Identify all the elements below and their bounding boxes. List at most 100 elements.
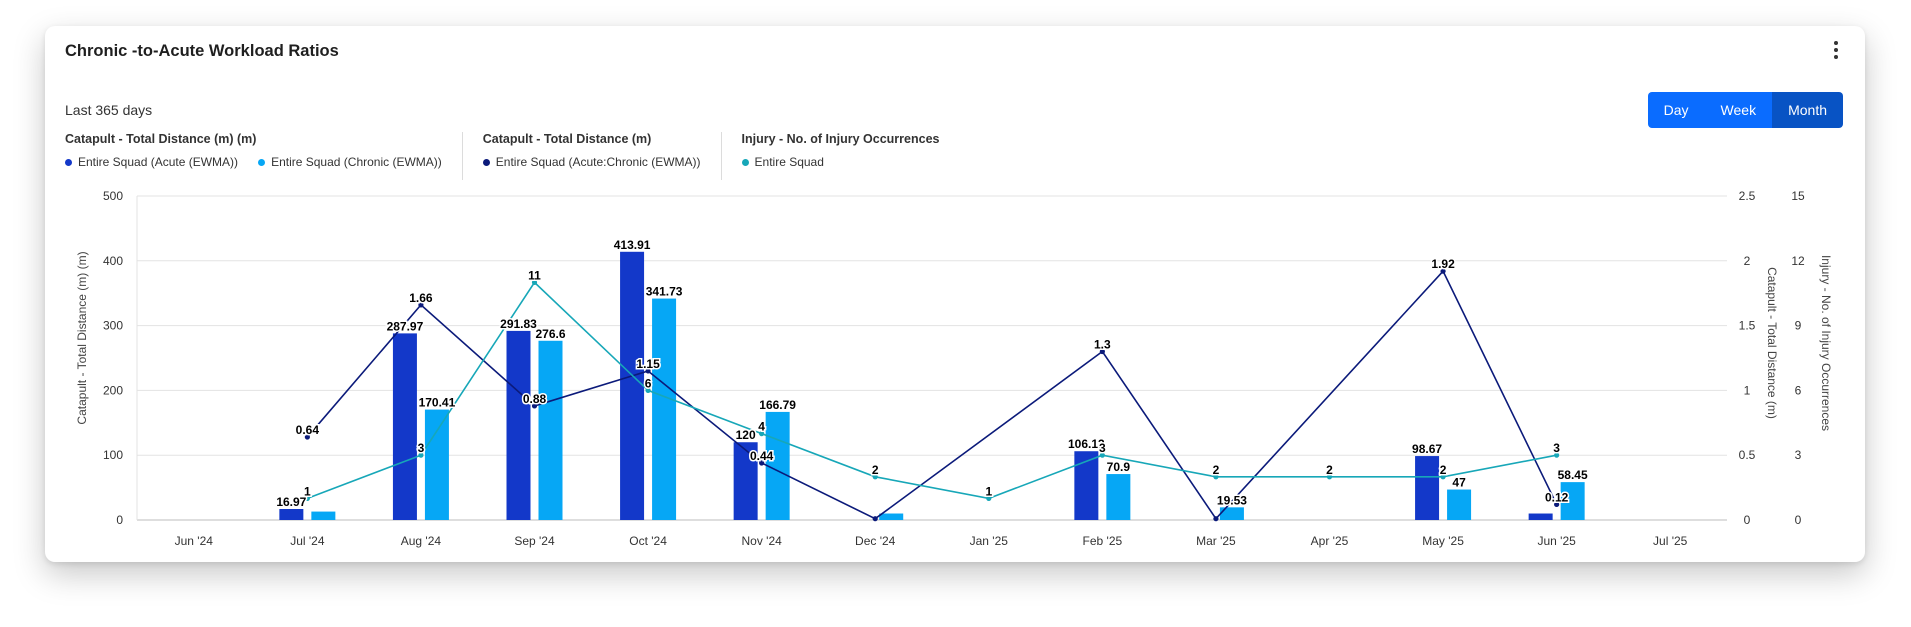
line-point	[645, 387, 651, 393]
period-toggle: Day Week Month	[1647, 92, 1843, 128]
y-left-tick-label: 0	[116, 513, 123, 527]
y-right1-axis-title: Catapult - Total Distance (m)	[1765, 267, 1779, 419]
bar-data-label: 413.91	[614, 238, 651, 252]
x-tick-label: Nov '24	[741, 534, 782, 548]
line-data-label: 1.92	[1431, 257, 1455, 271]
bar-chronic	[652, 298, 677, 520]
line-data-label: 1	[304, 484, 311, 498]
line-data-label: 11	[528, 268, 541, 282]
bar-data-label: 341.73	[646, 285, 683, 299]
legend-item-label: Entire Squad (Acute (EWMA))	[78, 155, 239, 169]
line-data-label: 3	[418, 441, 425, 455]
y-right2-axis-title: Injury - No. of Injury Occurrences	[1819, 255, 1833, 431]
bar-acute	[1074, 451, 1099, 520]
legend-group-title: Catapult - Total Distance (m)	[482, 132, 652, 146]
legend-item-ratio[interactable]: Entire Squad (Acute:Chronic (EWMA))	[482, 155, 701, 169]
y-left-tick-label: 300	[103, 319, 123, 333]
card-title: Chronic -to-Acute Workload Ratios	[65, 42, 339, 60]
bar-acute	[1528, 513, 1553, 520]
legend-group-ratio: Catapult - Total Distance (m) Entire Squ…	[482, 132, 722, 180]
bar-chronic	[879, 513, 904, 520]
line-point	[1440, 474, 1446, 480]
line-point	[1099, 348, 1105, 355]
y-right1-tick-label: 0	[1744, 513, 1751, 527]
bar-acute	[620, 251, 645, 520]
y-right1-tick-label: 1.5	[1739, 319, 1756, 333]
legend-group-injury: Injury - No. of Injury Occurrences Entir…	[741, 132, 960, 180]
more-options-icon[interactable]	[1829, 38, 1843, 64]
line-point	[1213, 516, 1219, 522]
bar-chronic	[1219, 507, 1244, 520]
line-point	[1326, 474, 1333, 480]
x-tick-label: Jun '24	[175, 534, 214, 548]
y-right2-tick-label: 12	[1791, 254, 1805, 268]
y-left-tick-label: 500	[103, 189, 123, 203]
bar-acute	[506, 330, 531, 520]
line-point	[759, 431, 765, 437]
bar-data-label: 70.9	[1107, 460, 1131, 474]
line-data-label: 1.3	[1094, 338, 1111, 352]
legend-item-acute[interactable]: Entire Squad (Acute (EWMA))	[65, 155, 238, 169]
line-data-label: 3	[1553, 441, 1560, 455]
chart-card: Chronic -to-Acute Workload Ratios Last 3…	[45, 26, 1865, 562]
line-data-label: 1.66	[409, 291, 433, 305]
line-data-label: 0.44	[750, 449, 774, 463]
line-data-label: 2	[1326, 463, 1333, 477]
bar-data-label: 276.6	[535, 327, 565, 341]
y-left-axis-title: Catapult - Total Distance (m) (m)	[75, 251, 89, 424]
line-data-label: 3	[1099, 441, 1106, 455]
line-point	[304, 434, 310, 440]
line-point	[1099, 452, 1105, 458]
line-point	[645, 368, 651, 374]
bar-data-label: 291.83	[500, 317, 537, 331]
period-day-button[interactable]: Day	[1647, 92, 1705, 128]
bar-data-label: 47	[1452, 476, 1466, 490]
period-month-button[interactable]: Month	[1772, 92, 1843, 128]
line-point	[759, 460, 765, 466]
bar-chronic	[765, 411, 790, 520]
line-point	[418, 302, 424, 308]
line-data-label: 0.64	[296, 423, 320, 437]
x-tick-label: Mar '25	[1196, 534, 1236, 548]
line-point	[1213, 474, 1219, 480]
x-tick-label: Feb '25	[1083, 534, 1123, 548]
line-data-label: 1.15	[636, 357, 660, 371]
bar-data-label: 287.97	[387, 319, 424, 333]
chart-legend: Catapult - Total Distance (m) (m) Entire…	[65, 132, 979, 180]
line-data-label: 1	[985, 484, 992, 498]
line-point	[1554, 501, 1560, 508]
line-point	[304, 495, 310, 501]
bar-data-label: 120	[736, 428, 756, 442]
bar-chronic	[1447, 489, 1472, 520]
y-right1-tick-label: 2	[1744, 254, 1751, 268]
legend-item-injury[interactable]: Entire Squad	[741, 155, 824, 169]
legend-item-label: Entire Squad	[754, 155, 824, 169]
line-point	[418, 452, 424, 458]
line-point	[872, 474, 878, 480]
legend-group-title: Injury - No. of Injury Occurrences	[741, 132, 940, 146]
y-right1-tick-label: 0.5	[1739, 448, 1756, 462]
bar-acute	[279, 509, 304, 520]
x-tick-label: Jul '24	[290, 534, 325, 548]
bar-chronic	[311, 511, 336, 520]
y-left-tick-label: 400	[103, 254, 123, 268]
bar-acute	[733, 442, 758, 520]
y-right1-tick-label: 2.5	[1739, 189, 1756, 203]
y-right2-tick-label: 6	[1795, 383, 1802, 397]
x-tick-label: May '25	[1422, 534, 1464, 548]
line-data-label: 4	[758, 420, 765, 434]
y-right2-tick-label: 9	[1795, 319, 1802, 333]
series-line-injury	[307, 281, 1557, 500]
bar-chronic	[538, 340, 563, 520]
period-week-button[interactable]: Week	[1704, 92, 1773, 128]
legend-item-label: Entire Squad (Acute:Chronic (EWMA))	[495, 155, 701, 169]
x-tick-label: Aug '24	[401, 534, 442, 548]
bar-acute	[392, 333, 417, 520]
legend-dot-icon	[741, 158, 749, 166]
y-right2-tick-label: 15	[1791, 189, 1805, 203]
legend-dot-icon	[258, 158, 266, 166]
y-right2-tick-label: 0	[1795, 513, 1802, 527]
legend-item-chronic[interactable]: Entire Squad (Chronic (EWMA))	[258, 155, 442, 169]
legend-group-distance: Catapult - Total Distance (m) (m) Entire…	[65, 132, 463, 180]
